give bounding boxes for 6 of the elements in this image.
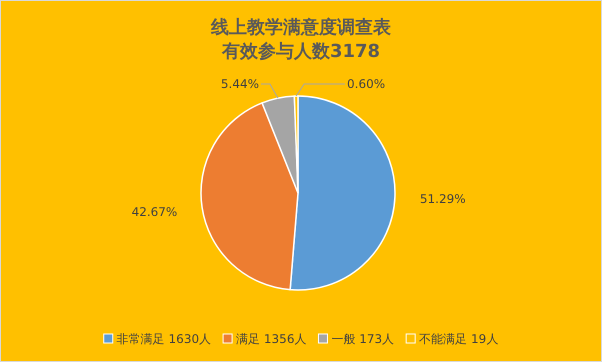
title: 线上教学满意度调查表 (211, 17, 391, 38)
legend-label: 一般 173人 (331, 332, 394, 346)
subtitle: 有效参与人数3178 (222, 41, 380, 62)
legend-label: 不能满足 19人 (419, 332, 498, 346)
legend-label: 满足 1356人 (236, 332, 306, 346)
legend-label: 非常满足 1630人 (116, 332, 212, 346)
